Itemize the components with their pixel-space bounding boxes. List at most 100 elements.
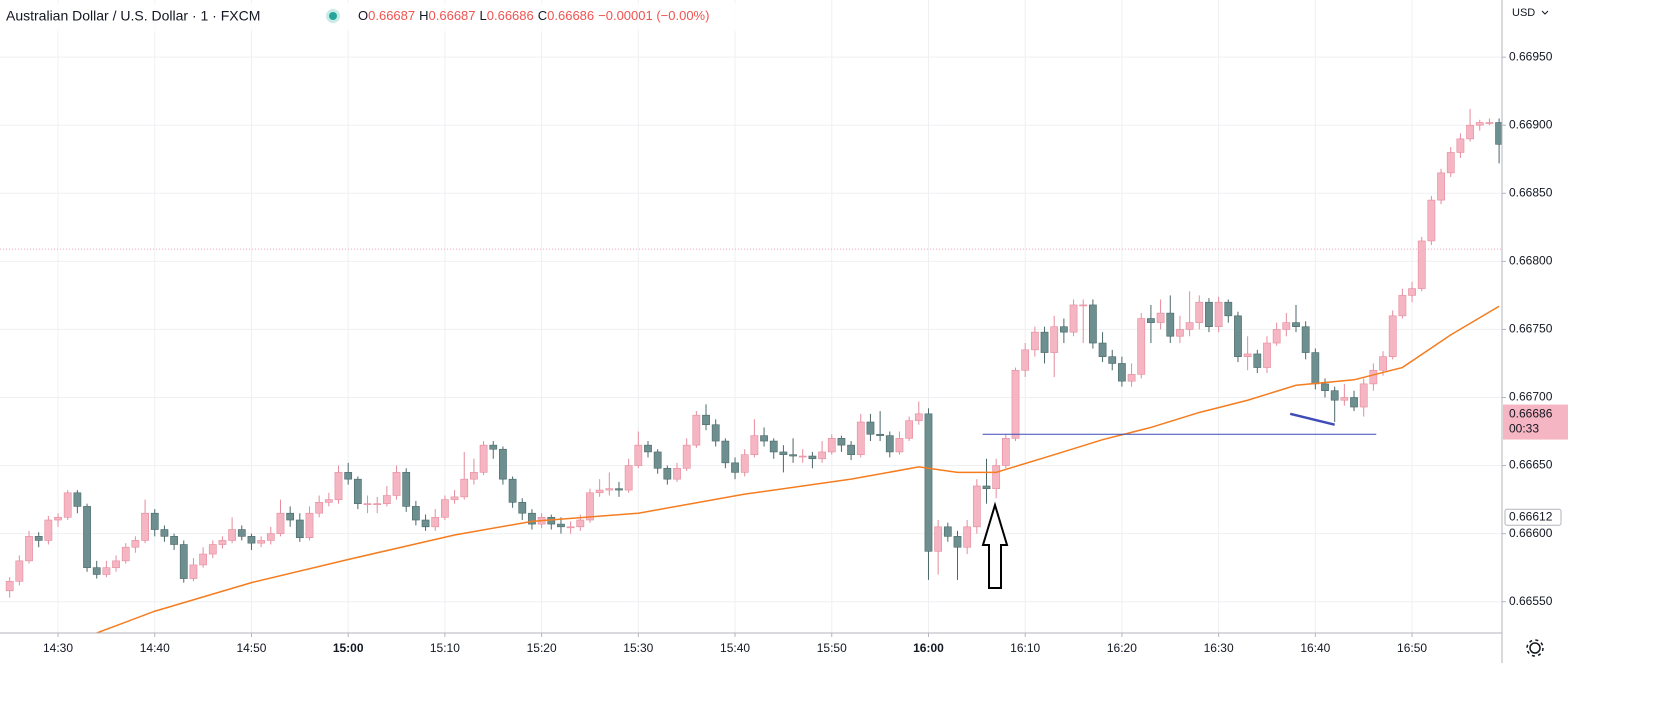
candle-body (895, 438, 904, 453)
x-tick-label: 16:50 (1397, 641, 1427, 655)
candle-body (1263, 342, 1271, 368)
candle-body (1098, 342, 1107, 357)
candle-body (1234, 315, 1242, 357)
candle-body (441, 499, 449, 518)
ohlc-value: 0.66686 (487, 8, 534, 23)
candle-body (470, 472, 478, 480)
candle-body (557, 523, 565, 528)
candle-body (1350, 397, 1358, 408)
candle-body (1292, 322, 1300, 328)
x-tick-label: 15:50 (817, 641, 847, 655)
candle-body (682, 444, 691, 469)
candle-body (653, 451, 662, 469)
candle-body (189, 564, 198, 579)
x-tick-label: 16:30 (1204, 641, 1234, 655)
candle-body (44, 519, 53, 541)
y-tick-label: 0.66600 (1509, 526, 1553, 540)
candle-body (963, 526, 972, 548)
candle-body (92, 567, 101, 575)
y-tick-label: 0.66550 (1509, 594, 1553, 608)
candle-body (1195, 301, 1204, 323)
candle-body (1495, 122, 1502, 145)
candle-body (856, 421, 865, 455)
candle-body (63, 492, 72, 518)
candle-body (479, 444, 488, 473)
y-tick-label: 0.66650 (1509, 458, 1553, 472)
header-bg (0, 3, 750, 31)
x-tick-label: 16:20 (1107, 641, 1137, 655)
candle-body (1205, 301, 1213, 328)
candle-body (382, 495, 391, 504)
axes: 0.66550 0.66600 0.66650 0.66700 0.66750 0.668… (43, 49, 1568, 655)
candle-body (905, 420, 914, 439)
candle-body (353, 478, 362, 504)
candle-body (866, 421, 875, 435)
gear-teeth[interactable] (1526, 639, 1544, 657)
x-tick-label: 14:30 (43, 641, 73, 655)
settings-icon[interactable] (1526, 639, 1544, 657)
candle-body (1156, 312, 1165, 323)
x-tick-label: 15:30 (623, 641, 653, 655)
y-tick-label: 0.66750 (1509, 322, 1553, 336)
candle-body (1398, 295, 1407, 317)
candle-body (1185, 322, 1194, 330)
gear[interactable] (1529, 642, 1541, 654)
candle-body (982, 485, 991, 490)
candle-body (769, 440, 778, 453)
candle-body (953, 536, 962, 548)
candle-body (112, 560, 120, 568)
candle-body (1359, 383, 1368, 408)
candle-body (576, 519, 585, 528)
candle-body (402, 472, 411, 507)
candle-body (663, 467, 672, 480)
symbol-title: Australian Dollar / U.S. Dollar · 1 · FX… (6, 8, 260, 24)
candle-body (1369, 369, 1378, 385)
candle-body (1050, 326, 1059, 353)
candle-body (489, 444, 498, 450)
candle-body (121, 546, 130, 562)
candle-body (460, 478, 469, 498)
arrow-annotation (981, 501, 1009, 589)
candle-body (1118, 363, 1126, 382)
candle-body (837, 438, 846, 446)
candle-body (1011, 369, 1020, 439)
candle-body (25, 536, 33, 562)
candle-body (1253, 353, 1262, 368)
currency-caret[interactable] (1541, 10, 1549, 15)
candle-body (276, 512, 285, 534)
candle-body (363, 503, 372, 505)
candle-body (827, 438, 836, 453)
candle-body (508, 478, 517, 503)
candle-body (1456, 138, 1465, 153)
candle-body (286, 512, 295, 521)
candle-body (1243, 353, 1252, 357)
candle-body (305, 512, 314, 539)
candle-body (247, 536, 256, 544)
candle-body (1108, 356, 1117, 364)
candle-body (1214, 301, 1223, 328)
candle-body (102, 567, 111, 575)
candle-body (344, 472, 353, 480)
candle-body (1311, 352, 1320, 385)
candle-body (228, 529, 236, 541)
grid (0, 0, 1502, 633)
candle-body (324, 499, 333, 503)
candle-body (295, 519, 304, 539)
currency[interactable]: USD (1512, 7, 1535, 19)
ohlc-label: L (480, 8, 487, 23)
candle-body (702, 414, 710, 426)
candle-body (257, 540, 266, 544)
marked-price-label: 0.66612 (1509, 509, 1553, 523)
x-tick-label: 16:00 (913, 641, 944, 655)
candle-body (1466, 124, 1474, 140)
candle-body (237, 529, 246, 537)
candle-body (914, 413, 923, 421)
candle-body (373, 503, 382, 505)
candle-body (1408, 288, 1416, 296)
candle-body (924, 413, 933, 552)
candle-body (760, 435, 768, 442)
candle-body (315, 502, 324, 514)
candle-body (1224, 301, 1233, 317)
